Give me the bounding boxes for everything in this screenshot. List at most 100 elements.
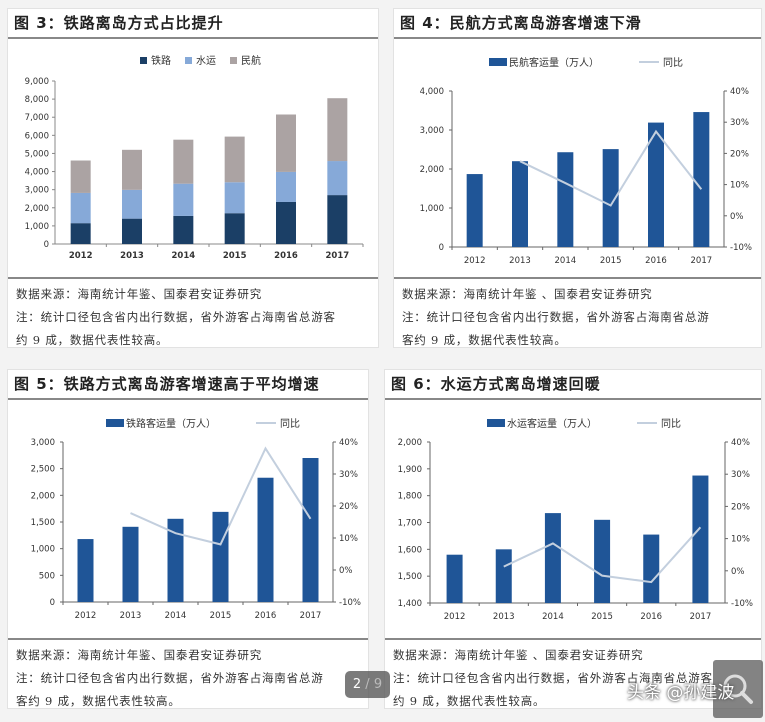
legend-label: 水运 — [196, 55, 216, 67]
svg-text:2016: 2016 — [255, 611, 277, 621]
svg-text:7,000: 7,000 — [25, 113, 49, 123]
bar — [544, 513, 561, 603]
svg-text:2012: 2012 — [444, 612, 466, 622]
bar-segment — [276, 171, 296, 202]
svg-text:-10%: -10% — [730, 243, 752, 253]
bar-segment — [276, 114, 296, 172]
figure-5-title: 图 5：铁路方式离岛游客增速高于平均增速 — [8, 370, 368, 400]
bar — [693, 112, 710, 247]
bar — [495, 549, 512, 603]
svg-text:3,000: 3,000 — [25, 186, 49, 196]
page-total: 9 — [373, 677, 383, 692]
svg-text:2013: 2013 — [509, 256, 531, 266]
yoy-line — [519, 129, 703, 207]
svg-text:9,000: 9,000 — [25, 77, 49, 87]
page-indicator[interactable]: 2 / 9 — [345, 671, 390, 698]
bar — [257, 477, 274, 602]
svg-text:2016: 2016 — [274, 251, 298, 261]
svg-text:2,000: 2,000 — [25, 204, 49, 214]
svg-text:2014: 2014 — [555, 256, 577, 266]
legend-swatch — [106, 419, 124, 427]
figure-6-note-2: 约 9 成，数据代表性较高。 — [393, 694, 546, 708]
svg-text:2,000: 2,000 — [31, 491, 55, 501]
svg-text:500: 500 — [39, 571, 55, 581]
svg-text:1,800: 1,800 — [398, 492, 422, 502]
bar-segment — [224, 136, 245, 183]
bar-segment — [327, 195, 348, 244]
yoy-line — [503, 526, 702, 584]
figure-5-panel: 图 5：铁路方式离岛游客增速高于平均增速 铁路客运量（万人） 同比 0 500 1,00… — [7, 369, 369, 709]
svg-text:4,000: 4,000 — [25, 168, 49, 178]
zoom-button[interactable] — [713, 660, 763, 718]
bar-segment — [173, 139, 194, 184]
svg-text:40%: 40% — [339, 438, 358, 448]
legend-swatch — [185, 57, 192, 64]
bar-segment — [122, 218, 142, 244]
svg-text:2017: 2017 — [300, 611, 322, 621]
svg-text:2017: 2017 — [691, 256, 713, 266]
figure-5-chart: 铁路客运量（万人） 同比 0 500 1,000 1,500 2,000 2,500 3,000… — [31, 417, 361, 621]
svg-text:8,000: 8,000 — [25, 95, 49, 105]
svg-text:30%: 30% — [730, 118, 749, 128]
figure-6-notes: 数据来源：海南统计年鉴 、国泰君安证券研究 注：统计口径包含省内出行数据，省外游… — [385, 638, 761, 717]
svg-text:0: 0 — [50, 598, 55, 608]
svg-text:2012: 2012 — [464, 256, 486, 266]
svg-text:40%: 40% — [731, 438, 750, 448]
figure-5-note-1: 注：统计口径包含省内出行数据，省外游客占海南省总游 — [16, 671, 324, 685]
legend-label: 民航 — [241, 54, 261, 67]
bar-segment — [122, 149, 142, 190]
svg-text:3,000: 3,000 — [420, 126, 444, 136]
svg-text:2013: 2013 — [120, 251, 144, 261]
svg-text:20%: 20% — [731, 502, 750, 512]
figure-3-title: 图 3：铁路离岛方式占比提升 — [8, 9, 378, 39]
bar-segment — [70, 223, 91, 244]
legend-swatch — [489, 58, 507, 66]
svg-text:-10%: -10% — [339, 598, 361, 608]
watermark: 头条 @孙建波 — [627, 683, 735, 703]
svg-text:2012: 2012 — [75, 611, 97, 621]
svg-text:30%: 30% — [339, 470, 358, 480]
page-current: 2 — [352, 677, 362, 692]
svg-text:2012: 2012 — [69, 251, 93, 261]
bar-segment — [327, 98, 348, 162]
yoy-line — [130, 446, 312, 546]
figure-6-title: 图 6：水运方式离岛增速回暖 — [385, 370, 761, 400]
bar — [602, 149, 619, 247]
legend-swatch — [487, 419, 505, 427]
figure-6-source: 数据来源：海南统计年鉴 、国泰君安证券研究 — [393, 648, 644, 662]
svg-text:40%: 40% — [730, 87, 749, 97]
magnifier-icon — [723, 674, 753, 704]
legend-swatch — [140, 57, 147, 64]
svg-text:10%: 10% — [731, 535, 750, 545]
bar-segment — [70, 192, 91, 224]
bar — [512, 161, 528, 247]
svg-text:1,500: 1,500 — [398, 572, 422, 582]
svg-text:0%: 0% — [730, 212, 744, 222]
bar — [692, 475, 709, 603]
figure-4-title: 图 4：民航方式离岛游客增速下滑 — [394, 9, 761, 39]
bar — [122, 526, 139, 602]
svg-text:2016: 2016 — [645, 256, 667, 266]
svg-text:5,000: 5,000 — [25, 149, 49, 159]
figure-5-source: 数据来源：海南统计年鉴、国泰君安证券研究 — [16, 648, 262, 662]
svg-text:2,500: 2,500 — [31, 465, 55, 475]
figure-3-notes: 数据来源：海南统计年鉴、国泰君安证券研究 注：统计口径包含省内出行数据，省外游客… — [8, 277, 378, 356]
svg-text:2015: 2015 — [210, 611, 232, 621]
figure-4-source: 数据来源：海南统计年鉴 、国泰君安证券研究 — [402, 287, 653, 301]
svg-text:2014: 2014 — [171, 251, 195, 261]
figure-4-panel: 图 4：民航方式离岛游客增速下滑 民航客运量（万人） 同比 0 1,000 2,000 3… — [393, 8, 762, 348]
svg-text:2,000: 2,000 — [398, 438, 422, 448]
figure-4-notes: 数据来源：海南统计年鉴 、国泰君安证券研究 注：统计口径包含省内出行数据，省外游… — [394, 277, 761, 356]
bar — [302, 458, 319, 602]
bar — [212, 511, 229, 602]
svg-text:6,000: 6,000 — [25, 131, 49, 141]
legend-label: 同比 — [663, 57, 683, 69]
figure-3-note-1: 注：统计口径包含省内出行数据，省外游客占海南省总游客 — [16, 310, 336, 324]
bar-segment — [70, 160, 91, 193]
svg-text:2,000: 2,000 — [420, 165, 444, 175]
bar — [648, 122, 664, 247]
svg-text:20%: 20% — [730, 149, 749, 159]
svg-text:1,400: 1,400 — [398, 599, 422, 609]
bar — [594, 519, 611, 603]
figure-5-notes: 数据来源：海南统计年鉴、国泰君安证券研究 注：统计口径包含省内出行数据，省外游客… — [8, 638, 368, 717]
